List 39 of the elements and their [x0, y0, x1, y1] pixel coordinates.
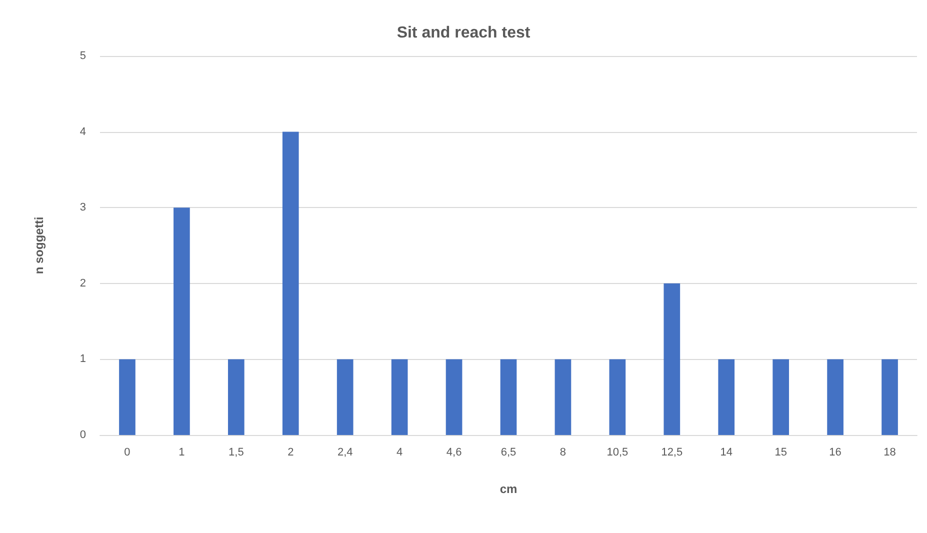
bar [827, 359, 844, 435]
bar [228, 359, 244, 435]
bar [336, 359, 354, 435]
y-tick-label: 3 [80, 202, 86, 214]
x-tick-label: 4,6 [446, 446, 462, 458]
bar [446, 359, 462, 435]
x-tick-label: 14 [720, 446, 732, 458]
bar [718, 359, 735, 435]
bar [391, 359, 408, 435]
bar [609, 359, 626, 435]
x-tick-label: 2 [288, 446, 294, 458]
x-axis-title: cm [500, 482, 518, 496]
bar [119, 359, 136, 435]
x-tick-label: 2,4 [337, 446, 353, 458]
x-tick-label: 0 [124, 446, 130, 458]
x-tick-label: 15 [774, 446, 787, 458]
x-tick-label: 10,5 [606, 446, 628, 458]
bar [282, 132, 299, 435]
bar [554, 359, 572, 435]
y-tick-label: 0 [80, 429, 86, 441]
bar [664, 283, 680, 435]
x-tick-label: 18 [884, 446, 896, 458]
chart-title: Sit and reach test [396, 24, 531, 42]
bar [772, 359, 790, 435]
x-tick-label: 1,5 [228, 446, 244, 458]
x-tick-label: 8 [560, 446, 566, 458]
bar [174, 208, 190, 435]
bar [882, 359, 898, 435]
x-tick-label: 12,5 [661, 446, 683, 458]
bar [500, 359, 517, 435]
y-tick-label: 4 [80, 126, 86, 138]
y-tick-label: 5 [80, 50, 86, 62]
x-tick-label: 4 [396, 446, 403, 458]
y-axis-title: n soggetti [32, 216, 46, 274]
x-tick-label: 6,5 [500, 446, 516, 458]
x-tick-label: 1 [178, 446, 185, 458]
y-tick-label: 2 [80, 277, 86, 290]
x-tick-label: 16 [829, 446, 842, 458]
y-tick-label: 1 [80, 353, 86, 366]
